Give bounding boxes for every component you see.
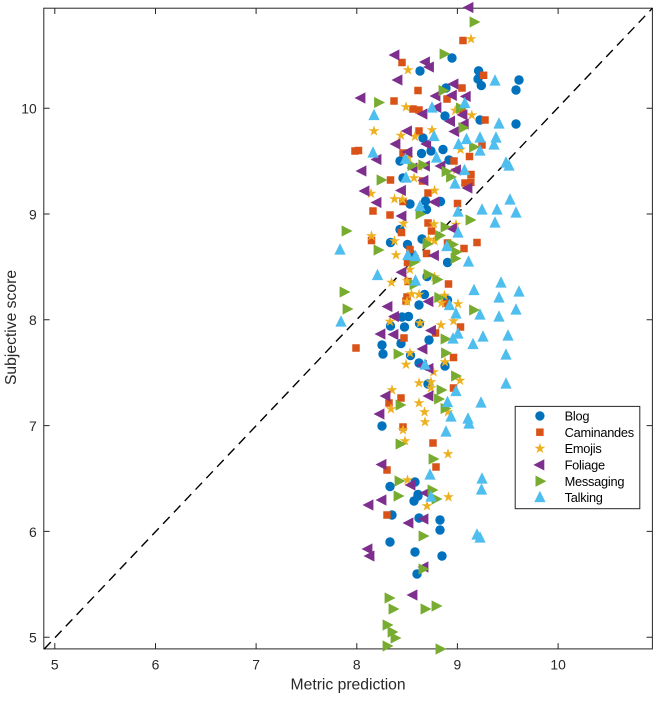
svg-text:Emojis: Emojis	[565, 441, 602, 456]
svg-text:7: 7	[29, 418, 37, 434]
svg-text:8: 8	[29, 312, 37, 328]
svg-text:7: 7	[252, 656, 260, 672]
svg-text:10: 10	[21, 101, 37, 117]
svg-text:Subjective score: Subjective score	[3, 270, 20, 385]
svg-text:Metric prediction: Metric prediction	[291, 676, 406, 693]
svg-text:5: 5	[29, 630, 37, 646]
svg-text:8: 8	[353, 656, 361, 672]
svg-text:5: 5	[51, 656, 59, 672]
svg-text:Talking: Talking	[565, 490, 603, 505]
svg-text:6: 6	[29, 524, 37, 540]
svg-text:9: 9	[29, 206, 37, 222]
svg-text:Foliage: Foliage	[565, 458, 605, 473]
svg-text:Messaging: Messaging	[565, 474, 625, 489]
svg-text:Blog: Blog	[565, 409, 590, 424]
svg-text:10: 10	[550, 656, 566, 672]
svg-text:9: 9	[454, 656, 462, 672]
svg-text:Caminandes: Caminandes	[565, 425, 634, 440]
svg-text:6: 6	[152, 656, 160, 672]
